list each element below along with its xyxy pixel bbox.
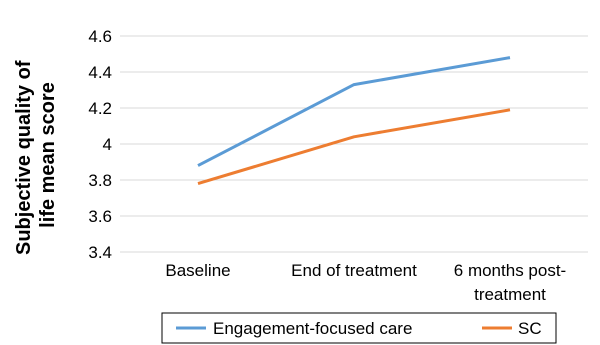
y-tick-label: 3.4 xyxy=(88,243,112,262)
x-tick-label: 6 months post-treatment xyxy=(454,261,566,304)
x-axis-ticks: Baseline End of treatment 6 months post-tr… xyxy=(165,261,566,304)
y-tick-label: 4.6 xyxy=(88,27,112,46)
y-axis-ticks: 3.4 3.6 3.8 4 4.2 4.4 4.6 xyxy=(88,27,112,262)
y-tick-label: 4.2 xyxy=(88,99,112,118)
legend: Engagement-focused care SC xyxy=(161,312,557,344)
x-tick-label: End of treatment xyxy=(291,261,417,280)
gridlines xyxy=(120,35,588,253)
y-tick-label: 4 xyxy=(103,135,112,154)
x-tick-label: Baseline xyxy=(165,261,230,280)
series-line-engagement xyxy=(197,56,511,167)
y-axis-label: Subjective quality of life mean score xyxy=(13,55,59,255)
legend-label-engagement: Engagement-focused care xyxy=(213,319,412,338)
y-tick-label: 3.6 xyxy=(88,207,112,226)
y-axis-label-line-2: life mean score xyxy=(37,82,59,228)
series-line-sc xyxy=(197,108,511,186)
y-tick-label: 3.8 xyxy=(88,171,112,190)
series-lines xyxy=(197,56,511,186)
legend-label-sc: SC xyxy=(518,319,542,338)
y-tick-label: 4.4 xyxy=(88,63,112,82)
y-axis-label-line-1: Subjective quality of xyxy=(13,60,35,255)
